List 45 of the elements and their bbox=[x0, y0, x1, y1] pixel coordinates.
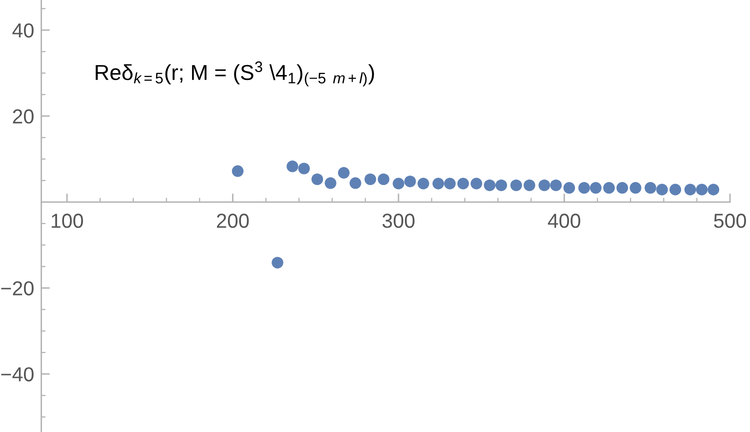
point bbox=[590, 182, 602, 194]
point bbox=[311, 173, 324, 186]
point bbox=[495, 179, 508, 192]
point bbox=[510, 179, 522, 192]
point bbox=[232, 165, 244, 177]
point bbox=[550, 179, 562, 192]
point bbox=[432, 178, 444, 190]
point bbox=[644, 182, 656, 194]
x-tick-label: 500 bbox=[714, 214, 746, 228]
point bbox=[272, 256, 284, 268]
point bbox=[630, 182, 642, 194]
point bbox=[324, 177, 336, 189]
x-tick-label: 200 bbox=[216, 214, 249, 228]
point bbox=[708, 184, 720, 196]
point bbox=[696, 184, 708, 196]
text: Reδ$_{k=5}$(r; M = (S$^{3}$ \4$_{1}$)$_{(−5 m+l)}$) bbox=[96, 61, 374, 86]
point bbox=[364, 173, 376, 186]
point bbox=[404, 176, 416, 188]
point bbox=[616, 182, 628, 194]
point bbox=[392, 178, 404, 190]
point bbox=[578, 182, 590, 194]
point bbox=[656, 184, 668, 196]
y-tick-label: 40 bbox=[12, 23, 34, 38]
point bbox=[563, 182, 576, 194]
point bbox=[538, 179, 550, 192]
point bbox=[669, 184, 682, 196]
x-tick-label: 300 bbox=[382, 214, 415, 228]
x-tick-label: 400 bbox=[548, 214, 580, 228]
point bbox=[298, 162, 310, 174]
point bbox=[286, 160, 298, 172]
point bbox=[684, 184, 696, 196]
point bbox=[603, 182, 615, 194]
y-tick-label: −20 bbox=[1, 281, 34, 296]
point bbox=[378, 173, 390, 186]
point bbox=[338, 166, 350, 179]
point bbox=[470, 178, 482, 190]
point bbox=[418, 178, 430, 190]
y-tick-label: −40 bbox=[1, 367, 34, 382]
point bbox=[524, 179, 536, 192]
point bbox=[444, 178, 456, 190]
x-tick-label: 100 bbox=[52, 214, 84, 228]
point bbox=[350, 177, 362, 189]
y-tick-label: 20 bbox=[12, 109, 34, 124]
point bbox=[484, 179, 496, 192]
point bbox=[457, 178, 469, 190]
